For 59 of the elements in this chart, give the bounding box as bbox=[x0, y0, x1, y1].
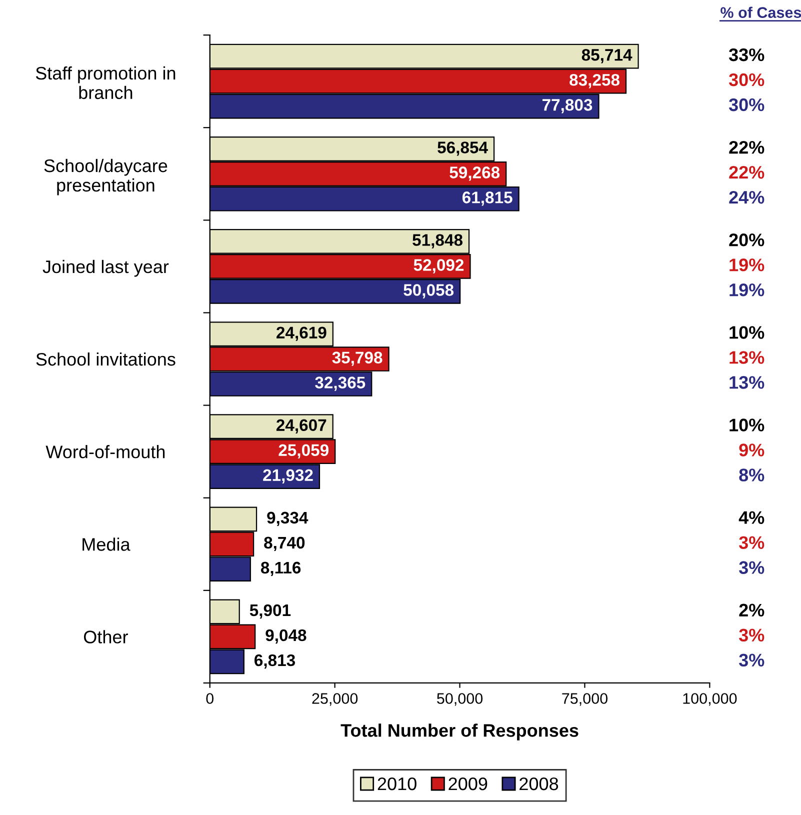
text: 9% bbox=[739, 444, 764, 456]
y-tick-label: Media bbox=[82, 538, 130, 551]
data-label: 8,116 bbox=[260, 562, 301, 576]
y-tick-label: School invitations bbox=[36, 352, 176, 366]
data-label: 59,268 bbox=[450, 166, 500, 181]
data-label: 21,932 bbox=[263, 469, 313, 484]
data-label: 51,848 bbox=[412, 234, 463, 248]
text: 2% bbox=[739, 604, 764, 617]
text: 10% bbox=[730, 326, 764, 339]
x-tick-label: 0 bbox=[206, 693, 214, 704]
text: 19% bbox=[730, 284, 764, 296]
data-label: 9,048 bbox=[266, 629, 306, 644]
text: 13% bbox=[730, 376, 764, 389]
text: 24% bbox=[729, 190, 764, 204]
x-tick-label: 75,000 bbox=[562, 693, 608, 706]
data-label: 8,740 bbox=[264, 536, 305, 552]
data-label: 9,334 bbox=[267, 512, 308, 526]
data-label: 50,058 bbox=[404, 284, 454, 298]
data-label: 24,619 bbox=[276, 326, 326, 341]
y-tick-label: Joined last year bbox=[42, 260, 169, 277]
data-label: 61,815 bbox=[462, 192, 512, 206]
text: 3% bbox=[738, 654, 764, 667]
y-tick-label: Staff promotion in branch bbox=[36, 66, 176, 100]
legend-label: 2008 bbox=[520, 777, 558, 790]
legend-label: 2009 bbox=[448, 777, 488, 790]
data-label: 56,854 bbox=[438, 142, 488, 156]
text: % of Cases bbox=[720, 6, 801, 18]
text: 20% bbox=[729, 234, 764, 246]
legend-label: 2010 bbox=[378, 777, 416, 790]
text: 4% bbox=[738, 511, 764, 524]
data-label: 32,365 bbox=[315, 376, 366, 391]
text: 3% bbox=[738, 628, 764, 642]
data-label: 6,813 bbox=[254, 654, 296, 669]
x-axis-title: Total Number of Responses bbox=[340, 724, 578, 740]
data-label: 52,092 bbox=[414, 259, 464, 274]
data-label: 35,798 bbox=[332, 352, 382, 366]
data-label: 5,901 bbox=[250, 604, 291, 619]
text: 19% bbox=[730, 258, 764, 272]
data-label: 85,714 bbox=[582, 49, 632, 64]
text: 3% bbox=[738, 561, 764, 574]
x-tick-label: 100,000 bbox=[683, 693, 737, 706]
x-tick-label: 50,000 bbox=[437, 693, 483, 706]
text: 3% bbox=[738, 536, 764, 549]
data-label: 77,803 bbox=[542, 98, 592, 114]
y-tick-label: Other bbox=[84, 630, 128, 644]
x-tick-label: 25,000 bbox=[312, 693, 358, 706]
text: 13% bbox=[730, 351, 764, 364]
y-tick-label: Word-of-mouth bbox=[46, 445, 165, 458]
text: 22% bbox=[729, 140, 764, 154]
text: 10% bbox=[730, 418, 764, 432]
text: 22% bbox=[729, 166, 764, 179]
text: 30% bbox=[728, 73, 764, 86]
text: 33% bbox=[728, 48, 764, 62]
text: 30% bbox=[728, 98, 764, 112]
data-label: 24,607 bbox=[276, 419, 326, 434]
y-tick-label: School/daycare presentation bbox=[44, 158, 168, 196]
data-label: 25,059 bbox=[278, 444, 328, 458]
text: 8% bbox=[739, 468, 764, 482]
data-label: 83,258 bbox=[570, 74, 620, 88]
